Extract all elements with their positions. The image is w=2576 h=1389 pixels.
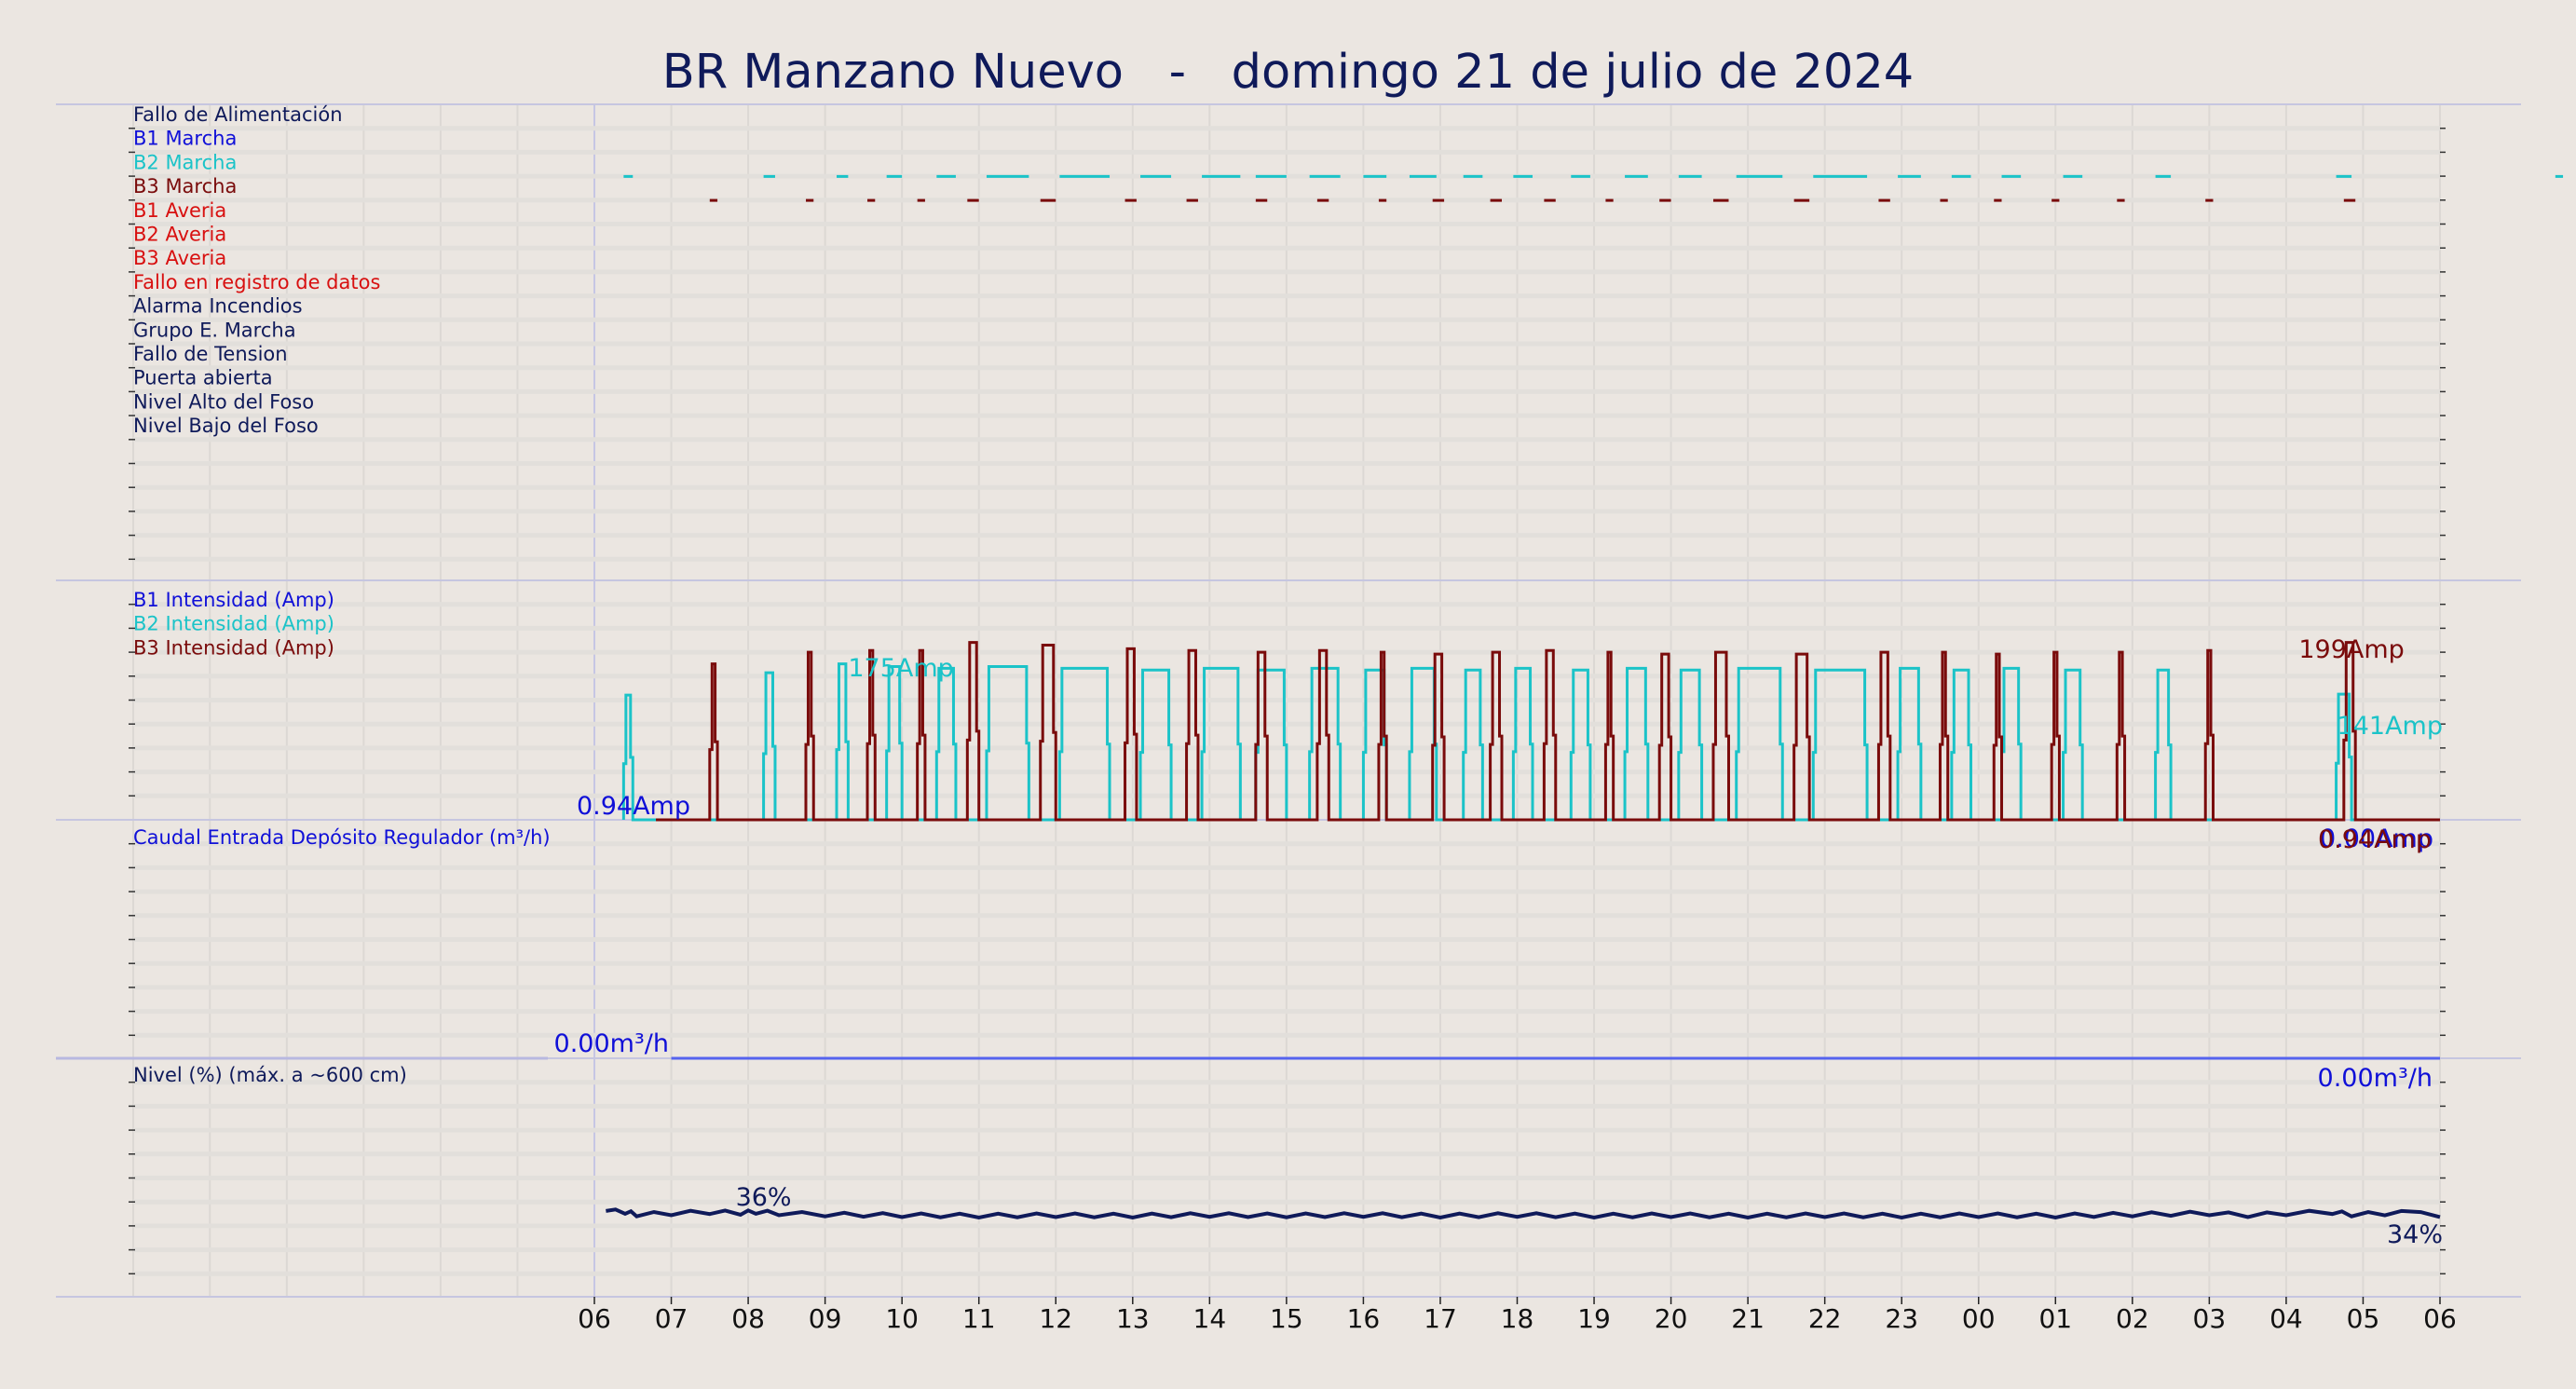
legend-label: B2 Marcha — [133, 151, 237, 173]
annotation-b2-max: 175Amp — [848, 654, 953, 683]
series-line-maroon — [656, 641, 2440, 822]
legend-label: Nivel (%) (máx. a ~600 cm) — [133, 1064, 407, 1086]
legend-label: B2 Averia — [133, 224, 226, 246]
legend-label: Fallo de Tension — [133, 343, 288, 365]
x-tick-label: 20 — [1655, 1303, 1688, 1334]
legend-label: B1 Averia — [133, 199, 226, 222]
x-tick-label: 12 — [1039, 1303, 1072, 1334]
x-tick-label: 04 — [2269, 1303, 2303, 1334]
legend-label: Puerta abierta — [133, 367, 273, 389]
annotation-b3-last: 0.94Amp — [2318, 825, 2432, 854]
legend-label: Grupo E. Marcha — [133, 319, 296, 341]
annotation-b1-last: 0.00Amp — [2320, 824, 2433, 853]
annotation-level-start: 36% — [736, 1183, 792, 1212]
grid-lines — [56, 103, 2521, 1298]
legend-label: B3 Intensidad (Amp) — [133, 636, 334, 659]
legend-label: Nivel Alto del Foso — [133, 390, 314, 413]
x-tick-label: 22 — [1808, 1303, 1842, 1334]
legend-label: B3 Marcha — [133, 175, 237, 197]
x-tick-label: 10 — [885, 1303, 919, 1334]
chart-title: BR Manzano Nuevo - domingo 21 de julio d… — [661, 45, 1915, 100]
x-tick-label: 02 — [2116, 1303, 2149, 1334]
x-tick-label: 15 — [1270, 1303, 1303, 1334]
annotation-flow-start: 0.00m³/h — [554, 1029, 669, 1058]
x-tick-label: 13 — [1116, 1303, 1150, 1334]
annotation-b3-start: 0.94Amp — [577, 792, 690, 821]
x-tick-label: 23 — [1885, 1303, 1918, 1334]
x-tick-label: 18 — [1501, 1303, 1534, 1334]
x-tick-label: 14 — [1193, 1303, 1227, 1334]
x-tick-label: 06 — [578, 1303, 611, 1334]
legend-label: Caudal Entrada Depósito Regulador (m³/h) — [133, 826, 551, 849]
legend-label: Fallo en registro de datos — [133, 271, 380, 293]
x-tick-label: 03 — [2193, 1303, 2227, 1334]
x-tick-label: 17 — [1424, 1303, 1457, 1334]
x-tick-label: 09 — [809, 1303, 842, 1334]
annotation-level-end: 34% — [2387, 1220, 2443, 1249]
x-tick-label: 19 — [1577, 1303, 1611, 1334]
x-tick-label: 05 — [2347, 1303, 2380, 1334]
x-tick-label: 16 — [1347, 1303, 1381, 1334]
x-tick-label: 06 — [2423, 1303, 2457, 1334]
annotation-b2-last: 141Amp — [2337, 712, 2443, 741]
x-tick-label: 00 — [1962, 1303, 1996, 1334]
legend-label: B1 Marcha — [133, 128, 237, 150]
legend-label: B1 Intensidad (Amp) — [133, 589, 334, 611]
x-tick-label: 21 — [1731, 1303, 1765, 1334]
x-tick-label: 08 — [731, 1303, 765, 1334]
annotation-flow-end: 0.00m³/h — [2318, 1064, 2433, 1093]
legend-label: B2 Intensidad (Amp) — [133, 613, 334, 635]
series-line-level — [606, 1207, 2441, 1220]
x-tick-label: 01 — [2038, 1303, 2072, 1334]
legend-label: Alarma Incendios — [133, 295, 303, 318]
x-tick-label: 11 — [962, 1303, 996, 1334]
legend-label: Fallo de Alimentación — [133, 103, 343, 126]
x-tick-label: 07 — [655, 1303, 688, 1334]
legend-label: B3 Averia — [133, 247, 226, 269]
legend-label: Nivel Bajo del Foso — [133, 415, 319, 437]
annotation-b3-max: 199Amp — [2298, 635, 2404, 664]
